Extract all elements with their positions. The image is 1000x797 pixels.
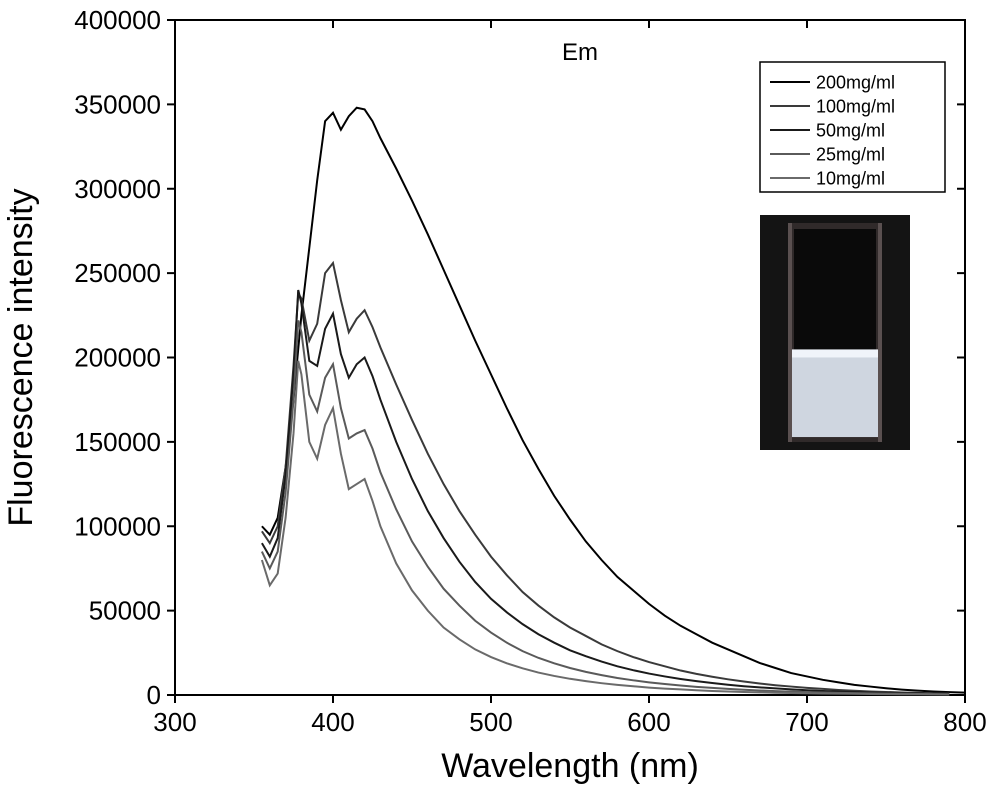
x-tick-label: 400	[311, 707, 354, 737]
legend-label: 50mg/ml	[816, 120, 885, 140]
legend-label: 200mg/ml	[816, 72, 895, 92]
y-tick-label: 200000	[74, 343, 161, 373]
chart-svg: 300 400 500 600 700 800 0 50000 100000 150000 2000…	[0, 0, 1000, 797]
y-tick-label: 0	[147, 680, 161, 710]
legend-label: 100mg/ml	[816, 96, 895, 116]
cuvette-edge-left	[788, 223, 792, 442]
x-tick-label: 800	[943, 707, 986, 737]
cuvette-dark	[794, 229, 876, 349]
y-tick-label: 400000	[74, 5, 161, 35]
chart-title: Em	[562, 39, 598, 66]
legend-label: 10mg/ml	[816, 168, 885, 188]
x-tick-label: 300	[153, 707, 196, 737]
y-tick-label: 50000	[89, 596, 161, 626]
x-tick-label: 600	[627, 707, 670, 737]
spectrum-chart: 300 400 500 600 700 800 0 50000 100000 150000 2000…	[0, 0, 1000, 797]
y-tick-label: 250000	[74, 258, 161, 288]
y-tick-label: 100000	[74, 511, 161, 541]
y-tick-label: 300000	[74, 174, 161, 204]
legend-label: 25mg/ml	[816, 144, 885, 164]
cuvette-glow	[792, 349, 878, 437]
cuvette-edge-right	[878, 223, 882, 442]
cuvette-meniscus	[792, 349, 878, 357]
x-tick-label: 500	[469, 707, 512, 737]
x-tick-label: 700	[785, 707, 828, 737]
y-tick-label: 150000	[74, 427, 161, 457]
y-tick-label: 350000	[74, 89, 161, 119]
y-axis-label: Fluorescence intensity	[2, 188, 40, 526]
x-axis-label: Wavelength (nm)	[441, 747, 699, 785]
